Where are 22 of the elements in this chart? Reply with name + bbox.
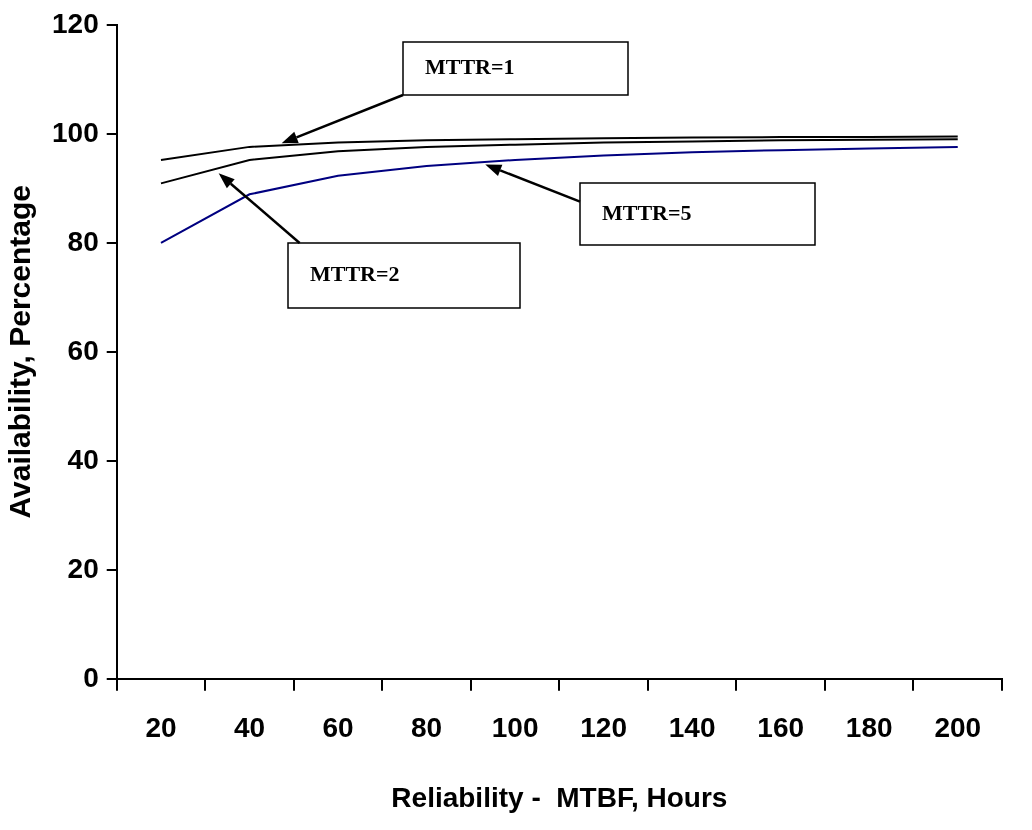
x-tick-label: 60 (322, 712, 354, 744)
text: MTTR=2 (310, 261, 400, 287)
x-tick-label: 200 (934, 712, 982, 744)
y-tick-label: 100 (52, 116, 99, 148)
y-axis-title: Availability, Percentage (3, 185, 37, 519)
y-tick-label: 60 (67, 334, 99, 366)
x-tick-label: 140 (668, 712, 716, 744)
x-axis-title: Reliability - MTBF, Hours (391, 781, 728, 813)
x-tick-label: 180 (845, 712, 893, 744)
x-tick-label: 80 (410, 712, 443, 744)
x-tick-label: 100 (491, 712, 539, 744)
x-tick-label: 20 (145, 712, 177, 744)
y-tick-label: 120 (52, 7, 99, 39)
x-tick-label: 160 (757, 712, 805, 744)
x-tick-label: 120 (580, 712, 627, 744)
y-tick-label: 0 (83, 661, 99, 693)
series-label: MTTR=5 (602, 199, 692, 225)
y-tick-label: 80 (67, 225, 99, 257)
x-tick-label: 40 (233, 712, 266, 744)
y-tick-label: 40 (67, 443, 99, 475)
y-tick-label: 20 (67, 552, 99, 584)
text: MTTR=1 (425, 54, 515, 80)
